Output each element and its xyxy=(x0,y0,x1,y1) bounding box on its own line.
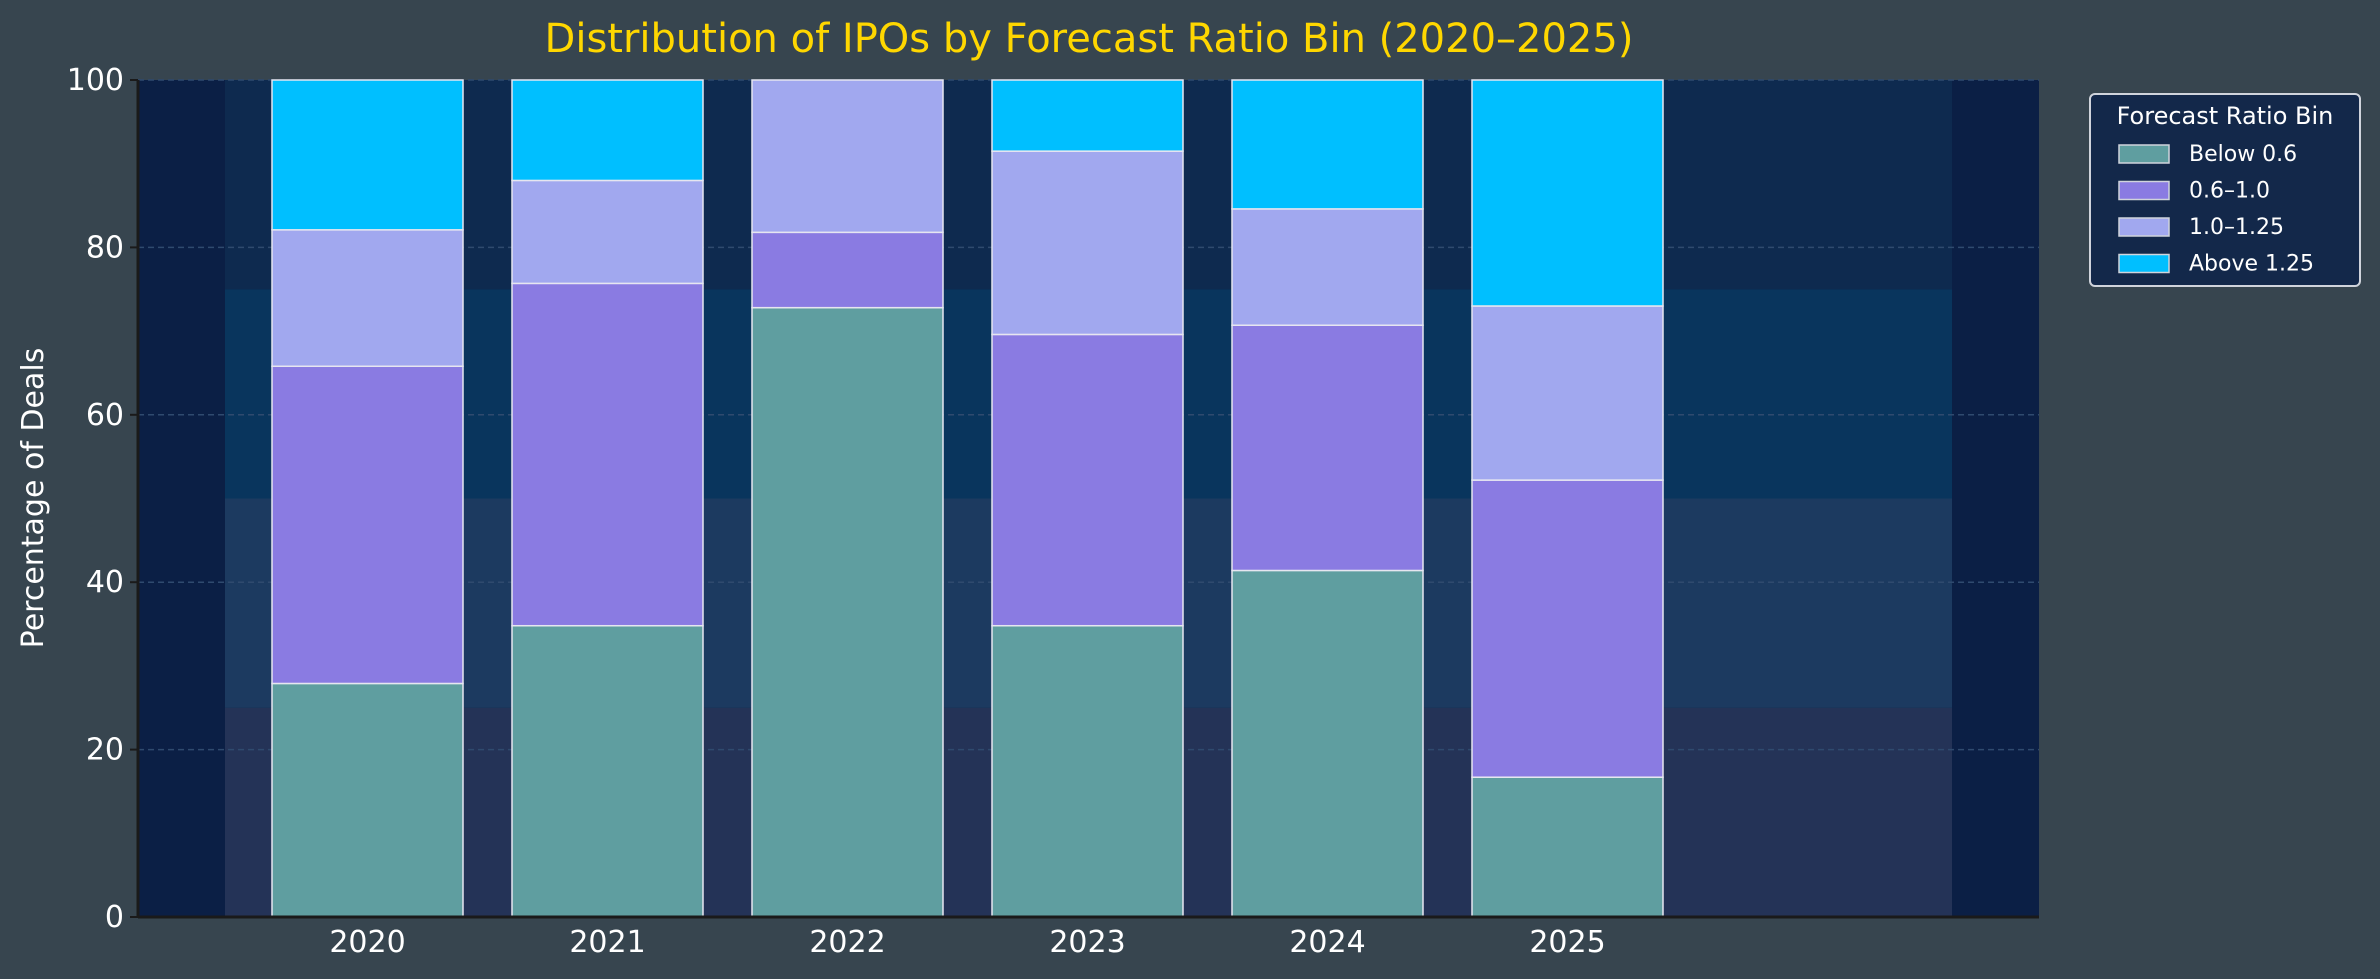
bar-segment xyxy=(991,150,1184,336)
bar-segment xyxy=(271,682,464,918)
bar-segment xyxy=(1471,776,1664,918)
x-tick-label: 2020 xyxy=(329,925,405,960)
y-tick-label: 40 xyxy=(86,565,124,600)
x-tick-label: 2025 xyxy=(1529,925,1605,960)
legend: Forecast Ratio Bin Below 0.6 0.6–1.0 1.0–1… xyxy=(2089,93,2361,287)
y-tick-label: 100 xyxy=(67,63,124,98)
bar-segment xyxy=(1231,569,1424,918)
legend-box xyxy=(2089,93,2361,287)
legend-swatch xyxy=(2118,217,2170,237)
y-tick-label: 20 xyxy=(86,733,124,768)
bar-segment xyxy=(511,282,704,627)
x-tick-label: 2022 xyxy=(809,925,885,960)
bar-segment xyxy=(1471,305,1664,481)
bar-segment xyxy=(271,229,464,368)
y-axis-label: Percentage of Deals xyxy=(16,348,51,649)
legend-label: 1.0–1.25 xyxy=(2189,215,2284,240)
bar-segment xyxy=(991,79,1184,152)
legend-title: Forecast Ratio Bin xyxy=(2117,102,2334,130)
bar-segment xyxy=(751,231,944,309)
bar-segment xyxy=(991,333,1184,627)
bar-segment xyxy=(271,365,464,685)
bar-segment xyxy=(1471,79,1664,307)
plot-area: 2020 2021 2022 2023 2024 2025 0 20 40 60 80 100 xyxy=(67,63,2039,960)
legend-swatch xyxy=(2118,253,2170,274)
bar-segment xyxy=(511,179,704,285)
bar-segment xyxy=(1231,324,1424,572)
x-tick-label: 2024 xyxy=(1289,925,1365,960)
chart-title: Distribution of IPOs by Forecast Ratio B… xyxy=(545,16,1634,62)
legend-swatch xyxy=(2118,180,2170,201)
bar-segment xyxy=(991,624,1184,918)
bar-segment xyxy=(511,624,704,918)
x-tick-label: 2023 xyxy=(1049,925,1125,960)
bar-segment xyxy=(751,79,944,234)
bar-segment xyxy=(1471,479,1664,778)
bar-segment xyxy=(1231,79,1424,210)
bar-segment xyxy=(271,79,464,231)
legend-label: 0.6–1.0 xyxy=(2189,179,2270,204)
legend-swatch xyxy=(2118,144,2170,164)
y-tick-label: 0 xyxy=(105,900,124,935)
y-tick-label: 80 xyxy=(86,230,124,265)
bar-segment xyxy=(751,306,944,918)
bar-segment xyxy=(511,79,704,182)
bar-segment xyxy=(1231,208,1424,326)
y-tick-label: 60 xyxy=(86,398,124,433)
legend-label: Above 1.25 xyxy=(2189,252,2314,277)
legend-label: Below 0.6 xyxy=(2189,142,2297,167)
x-tick-label: 2021 xyxy=(569,925,645,960)
